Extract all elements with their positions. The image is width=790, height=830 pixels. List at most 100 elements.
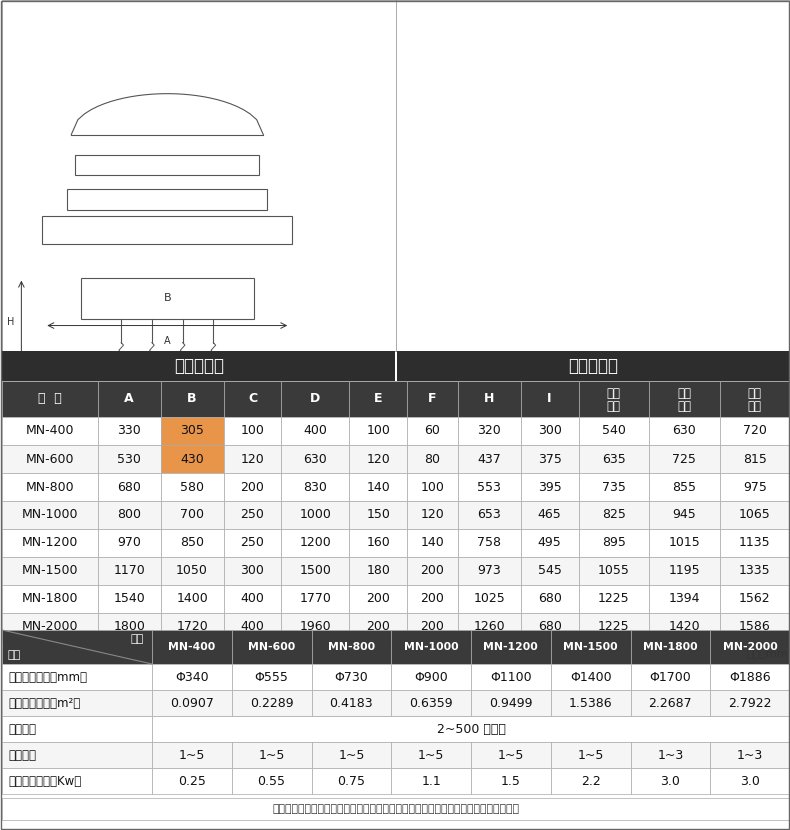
Bar xyxy=(281,417,349,445)
Text: MN-1200: MN-1200 xyxy=(483,642,538,652)
Text: 437: 437 xyxy=(477,452,501,466)
Text: 400: 400 xyxy=(241,593,265,606)
Bar xyxy=(457,585,521,613)
Bar xyxy=(311,742,391,768)
Text: 150: 150 xyxy=(367,509,390,521)
Text: 0.55: 0.55 xyxy=(258,774,286,788)
Text: A: A xyxy=(164,336,171,346)
Text: I: I xyxy=(547,393,552,406)
Bar xyxy=(311,690,391,716)
Bar xyxy=(152,664,231,690)
Bar xyxy=(391,630,471,664)
Bar xyxy=(281,585,349,613)
Text: 1225: 1225 xyxy=(598,621,630,633)
Bar xyxy=(98,529,160,557)
Text: 895: 895 xyxy=(602,536,626,549)
Text: H: H xyxy=(484,393,495,406)
Bar xyxy=(2,557,98,585)
Bar xyxy=(720,473,790,501)
Bar xyxy=(349,585,408,613)
Text: Φ1400: Φ1400 xyxy=(570,671,611,683)
Text: 高度: 高度 xyxy=(677,400,691,413)
Bar xyxy=(408,557,457,585)
Text: MN-1000: MN-1000 xyxy=(21,509,78,521)
Text: 1025: 1025 xyxy=(473,593,505,606)
Text: 1000: 1000 xyxy=(299,509,331,521)
Bar xyxy=(408,613,457,641)
Text: MN-1500: MN-1500 xyxy=(563,642,618,652)
Text: 400: 400 xyxy=(303,424,327,437)
Text: 1225: 1225 xyxy=(598,593,630,606)
Text: MN-400: MN-400 xyxy=(25,424,74,437)
Text: 973: 973 xyxy=(477,564,501,578)
Text: 495: 495 xyxy=(538,536,562,549)
Bar xyxy=(720,445,790,473)
Bar xyxy=(311,664,391,690)
Bar xyxy=(408,417,457,445)
Bar xyxy=(224,501,281,529)
Bar xyxy=(408,529,457,557)
Text: 400: 400 xyxy=(241,621,265,633)
Bar xyxy=(160,613,224,641)
Text: 250: 250 xyxy=(241,509,265,521)
Bar xyxy=(224,445,281,473)
Bar xyxy=(720,501,790,529)
Text: 680: 680 xyxy=(117,481,141,494)
Bar xyxy=(98,557,160,585)
Bar xyxy=(2,716,152,742)
Text: MN-2000: MN-2000 xyxy=(723,642,777,652)
Bar xyxy=(43,217,292,244)
Text: 395: 395 xyxy=(538,481,562,494)
Text: 1720: 1720 xyxy=(176,621,208,633)
Bar xyxy=(75,155,259,175)
Text: 0.9499: 0.9499 xyxy=(489,696,532,710)
Text: 振动电机功率（Kw）: 振动电机功率（Kw） xyxy=(8,774,81,788)
Bar xyxy=(152,690,231,716)
Bar xyxy=(630,664,710,690)
Text: 160: 160 xyxy=(367,536,390,549)
Bar xyxy=(551,690,630,716)
Bar xyxy=(649,557,720,585)
Text: 单位：mm: 单位：mm xyxy=(747,649,788,659)
Text: 970: 970 xyxy=(117,536,141,549)
Bar xyxy=(649,381,720,417)
Text: 3.0: 3.0 xyxy=(740,774,760,788)
Bar xyxy=(630,690,710,716)
Bar xyxy=(349,529,408,557)
Bar xyxy=(281,501,349,529)
Text: 1800: 1800 xyxy=(113,621,145,633)
Text: 项目: 项目 xyxy=(8,650,21,660)
Text: 0.25: 0.25 xyxy=(178,774,206,788)
Text: 1050: 1050 xyxy=(176,564,208,578)
Bar xyxy=(710,742,790,768)
Bar xyxy=(224,557,281,585)
Bar xyxy=(160,381,224,417)
Text: 200: 200 xyxy=(367,621,390,633)
Bar xyxy=(408,501,457,529)
Bar xyxy=(281,529,349,557)
Text: 1586: 1586 xyxy=(739,621,770,633)
Text: Φ1700: Φ1700 xyxy=(649,671,691,683)
Bar xyxy=(2,529,98,557)
Text: 1420: 1420 xyxy=(668,621,700,633)
Text: 1770: 1770 xyxy=(299,593,331,606)
Text: 945: 945 xyxy=(672,509,696,521)
Bar xyxy=(349,613,408,641)
Bar xyxy=(2,381,98,417)
Text: 3.0: 3.0 xyxy=(660,774,680,788)
Bar xyxy=(578,445,649,473)
Bar xyxy=(281,381,349,417)
Bar xyxy=(281,473,349,501)
Bar xyxy=(311,630,391,664)
Text: Φ1100: Φ1100 xyxy=(490,671,532,683)
Bar xyxy=(397,351,790,381)
Bar xyxy=(521,417,578,445)
Bar xyxy=(551,768,630,794)
Bar xyxy=(2,613,98,641)
Text: 735: 735 xyxy=(602,481,626,494)
Bar xyxy=(349,417,408,445)
Bar xyxy=(391,690,471,716)
Text: MN-1800: MN-1800 xyxy=(643,642,698,652)
Text: 975: 975 xyxy=(743,481,766,494)
Text: B: B xyxy=(164,293,171,303)
